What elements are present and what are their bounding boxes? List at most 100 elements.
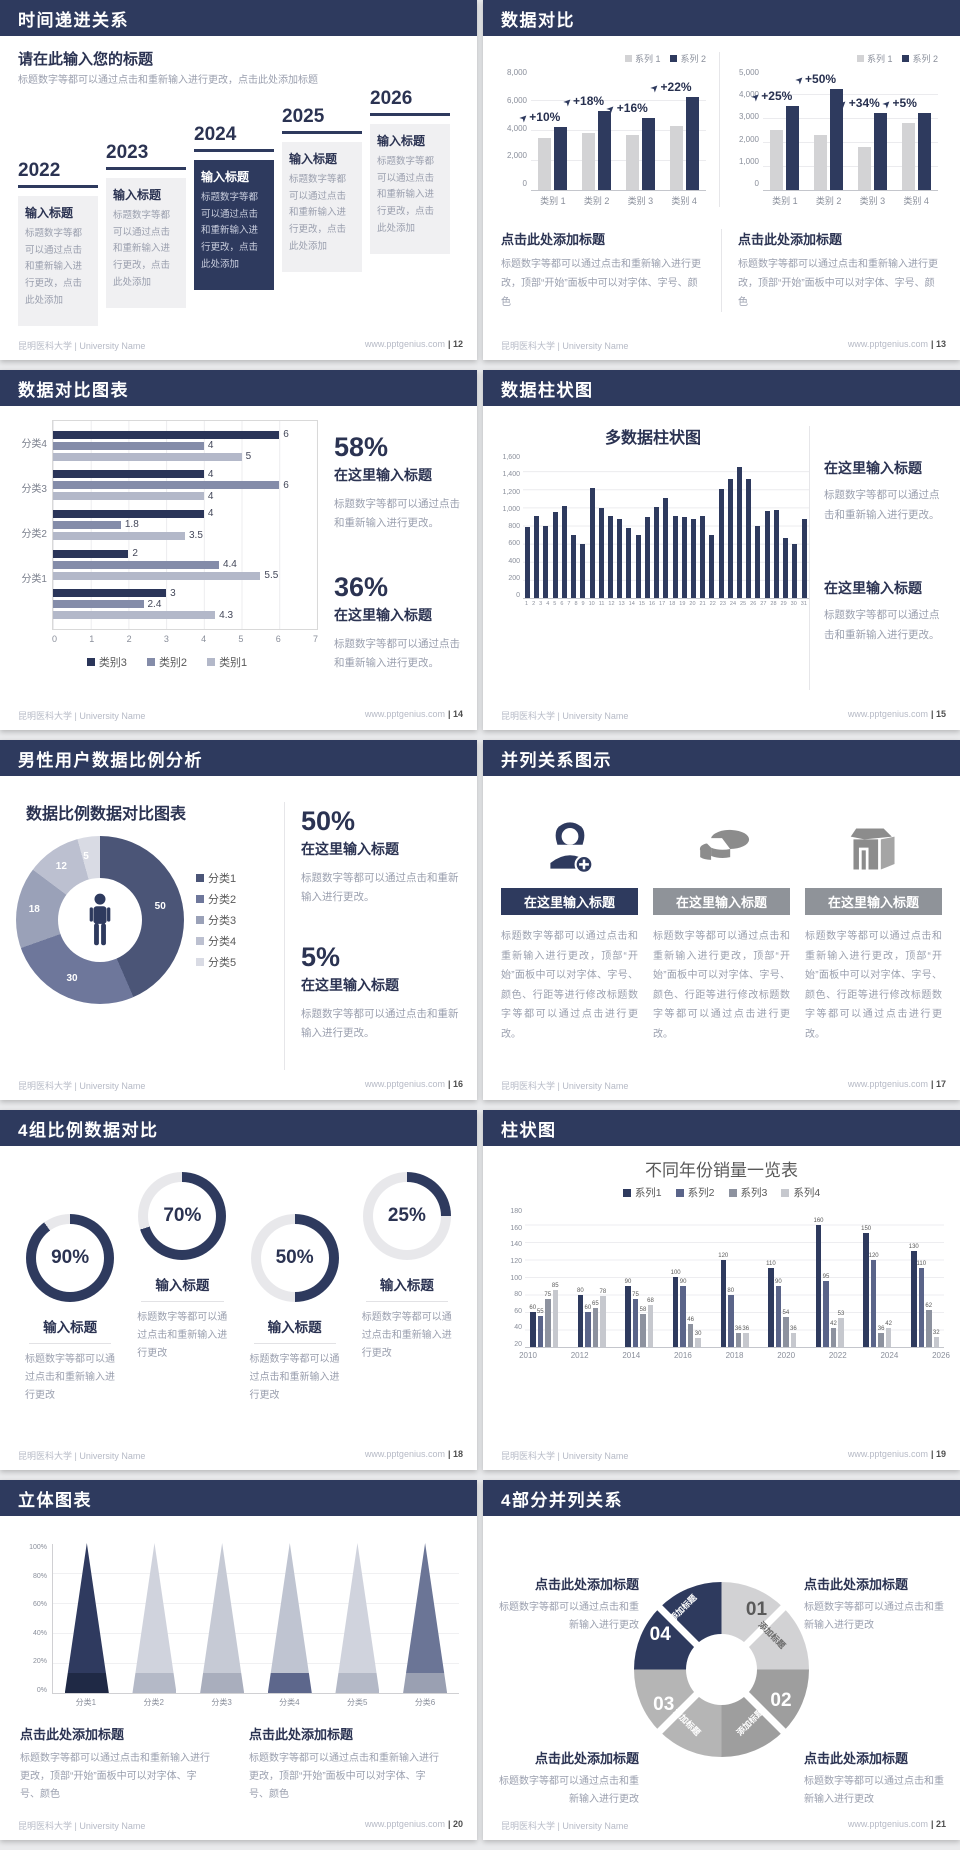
x-tick: 22 [709,601,716,607]
bar [917,113,931,190]
ring-heading: 输入标题 [43,1320,98,1335]
bar [53,452,242,461]
slide-body: 分类4 分类3 分类2 分类1 6 4 5 4 6 4 4 1.8 3.5 2 4.4 5.5 3 2.4 4.3… [0,406,477,700]
x-tick: 31 [800,601,807,607]
divider [809,426,810,690]
delta-annotation: ➤ +5% [880,96,917,111]
x-tick: 类别 1 [772,196,798,206]
bar-value: 95 [822,1274,830,1281]
bar [625,1285,631,1347]
legend-item: 分类1 [196,870,236,886]
bar [552,511,558,598]
bar [830,89,844,190]
slide-3d-chart[interactable]: 立体图表 100% 80% 60% 40% 20% 0% 分类1 分类2 分类3 分类4 分类5 分… [0,1480,477,1840]
slide-male-ratio[interactable]: 男性用户数据比例分析 数据比例数据对比图表 [0,740,477,1100]
x-tick: 12 [608,601,615,607]
y-tick: 140 [510,1241,522,1249]
bar-group: ➤ +34% [837,96,891,190]
x-tick: 10 [588,601,595,607]
ring-percent: 90% [51,1247,90,1268]
bar-value: 4.4 [222,559,237,571]
timeline-year: 2022 [18,160,61,181]
stat-percent: 50% [301,806,356,836]
bar [607,516,613,598]
bar-value: 4 [207,468,214,480]
bar-group: 80 60 65 78 [577,1288,607,1347]
bar-value: 90 [679,1278,687,1285]
slide-footer: 昆明医科大学 | University Name www.pptgenius.c… [18,1079,463,1092]
slide-data-compare[interactable]: 数据对比 系列 1 系列 2 8,000 6,000 4,000 2,000 0 ➤ +10% ➤… [483,0,960,360]
x-tick: 19 [679,601,686,607]
bar-value: 55 [536,1309,544,1316]
bar-value: 4 [207,508,214,520]
caption-heading: 点击此处添加标题 [534,1577,639,1592]
x-tick: 2016 [673,1351,692,1360]
slide-title-bar: 数据柱状图 [483,370,960,406]
slide-multi-bar[interactable]: 数据柱状图 多数据柱状图 1,600 1,400 1,200 1,000 800 600 4… [483,370,960,730]
y-tick: 100 [510,1274,522,1282]
x-tick: 30 [790,601,797,607]
bar [878,1333,884,1347]
slide-ring-compare[interactable]: 4组比例数据对比 90% 输入标题 标题数字等都可以通过点击和重新输入进行更改 70%… [0,1110,477,1470]
legend-label: 类别2 [158,657,188,669]
bar-value: 75 [544,1291,552,1298]
stat-body: 标题数字等都可以通过点击和重新输入进行更改。 [334,637,460,670]
slide-parallel-relation[interactable]: 并列关系图示 在这里输入标题 标 [483,740,960,1100]
bar [53,509,204,518]
bar-group: 2 4.4 5.5 [53,548,317,581]
bar [746,479,752,598]
bar [911,1250,917,1347]
page-number: | 17 [930,1079,946,1089]
x-tick: 3 [163,634,169,644]
slide-grouped-bar[interactable]: 柱状图 不同年份销量一览表 系列1 系列2 系列3 系列4 180 160 140 120 1… [483,1110,960,1470]
bar-value: 3 [170,587,176,599]
caption-heading: 点击此处添加标题 [501,232,606,247]
y-tick: 2,000 [506,151,527,161]
slide-body: 在这里输入标题 标题数字等都可以通过点击和重新输入进行更改，顶部“开始”面板中可… [483,776,960,1070]
caption-heading: 点击此处添加标题 [738,232,843,247]
x-tick: 11 [598,601,605,607]
ring-body: 标题数字等都可以通过点击和重新输入进行更改 [25,1354,115,1401]
legend-label: 分类1 [208,873,237,885]
y-tick: 0 [522,179,527,188]
bar [870,1259,877,1347]
ring-percent: 50% [275,1247,314,1268]
bar-value: 2 [132,548,138,560]
delta-value: +50% [805,72,837,87]
x-tick: 分类2 [143,1698,164,1707]
slide-body: 多数据柱状图 1,600 1,400 1,200 1,000 800 600 400 200 0… [483,406,960,700]
item-body: 标题数字等都可以通过点击和重新输入进行更改，顶部“开始”面板中可以对字体、字号、… [805,931,942,1040]
bar [786,106,800,190]
y-tick: 160 [510,1224,522,1232]
bar [669,125,683,190]
slide-hbar-compare[interactable]: 数据对比图表 分类4 分类3 分类2 分类1 6 4 5 4 6 4 4 1.8 3.5 2 4.4 5.5… [0,370,477,730]
y-tick: 0 [516,592,520,599]
delta-value: +5% [892,96,917,111]
bar [720,1259,726,1347]
y-tick: 0 [754,178,759,188]
stat-blocks: 58% 在这里输入标题 标题数字等都可以通过点击和重新输入进行更改。 36% 在… [318,420,461,700]
x-tick: 17 [659,601,666,607]
timeline-step: 2022 输入标题 标题数字等都可以通过点击和重新输入进行更改，点击此处添加 [18,160,98,326]
slide-title: 并列关系图示 [501,750,612,770]
bar-value: 90 [624,1278,632,1285]
caption-block: 点击此处添加标题 标题数字等都可以通过点击和重新输入进行更改 [804,1748,946,1809]
slide-title-bar: 柱状图 [483,1110,960,1146]
slice-value: 5 [83,850,89,862]
x-tick: 7 [567,601,571,607]
stat-heading: 在这里输入标题 [334,606,432,623]
delta-value: +18% [573,93,605,108]
item-title: 在这里输入标题 [653,888,790,915]
slide-four-part-cycle[interactable]: 4部分并列关系 01 02 03 04 添加标题 添加标题 添加标题 添加标题 … [483,1480,960,1840]
legend-swatch [146,658,155,666]
legend-label: 分类2 [208,894,237,906]
timeline-card: 输入标题 标题数字等都可以通过点击和重新输入进行更改，点击此处添加 [18,196,98,326]
segment-number: 03 [653,1693,675,1715]
x-tick: 5 [553,601,557,607]
slide-time-progression[interactable]: 时间递进关系 请在此输入您的标题 标题数字等都可以通过点击和重新输入进行更改，点… [0,0,477,360]
bar [718,489,724,598]
bar [815,1224,822,1347]
bar-group: 100 90 46 30 [671,1270,702,1347]
bar-value: 6 [283,479,289,491]
stat-percent: 58% [334,432,389,462]
